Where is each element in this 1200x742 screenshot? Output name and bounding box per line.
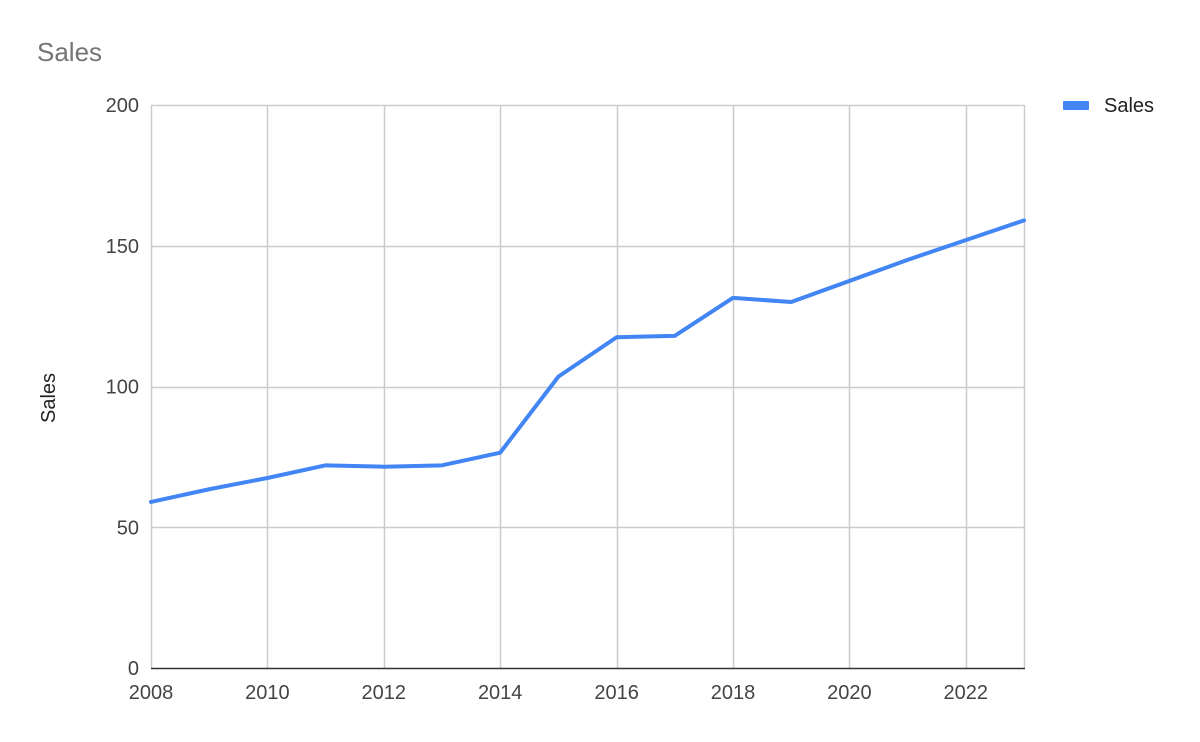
y-tick-label: 150 — [106, 236, 139, 258]
y-tick-label: 200 — [106, 95, 139, 117]
legend: Sales — [1063, 95, 1154, 117]
x-tick-label: 2020 — [827, 682, 872, 704]
chart-title: Sales — [37, 37, 102, 67]
grid — [150, 104, 1026, 668]
x-tick-label: 2022 — [944, 682, 989, 704]
y-tick-label: 50 — [117, 517, 139, 539]
tick-labels: 0 50 100 150 200 2008 2010 2012 2014 2016 2018 2020… — [106, 95, 988, 704]
x-tick-label: 2014 — [478, 682, 523, 704]
series-line-sales — [149, 218, 1026, 504]
legend-swatch-sales — [1063, 101, 1089, 110]
series-layer — [149, 218, 1026, 504]
x-tick-label: 2012 — [362, 682, 407, 704]
x-tick-label: 2018 — [711, 682, 756, 704]
x-tick-label: 2016 — [594, 682, 639, 704]
y-tick-label: 0 — [128, 658, 139, 680]
legend-label-sales: Sales — [1104, 95, 1154, 117]
y-axis-label: Sales — [38, 373, 60, 423]
x-tick-label: 2010 — [245, 682, 290, 704]
x-tick-label: 2008 — [129, 682, 174, 704]
y-tick-label: 100 — [106, 377, 139, 399]
